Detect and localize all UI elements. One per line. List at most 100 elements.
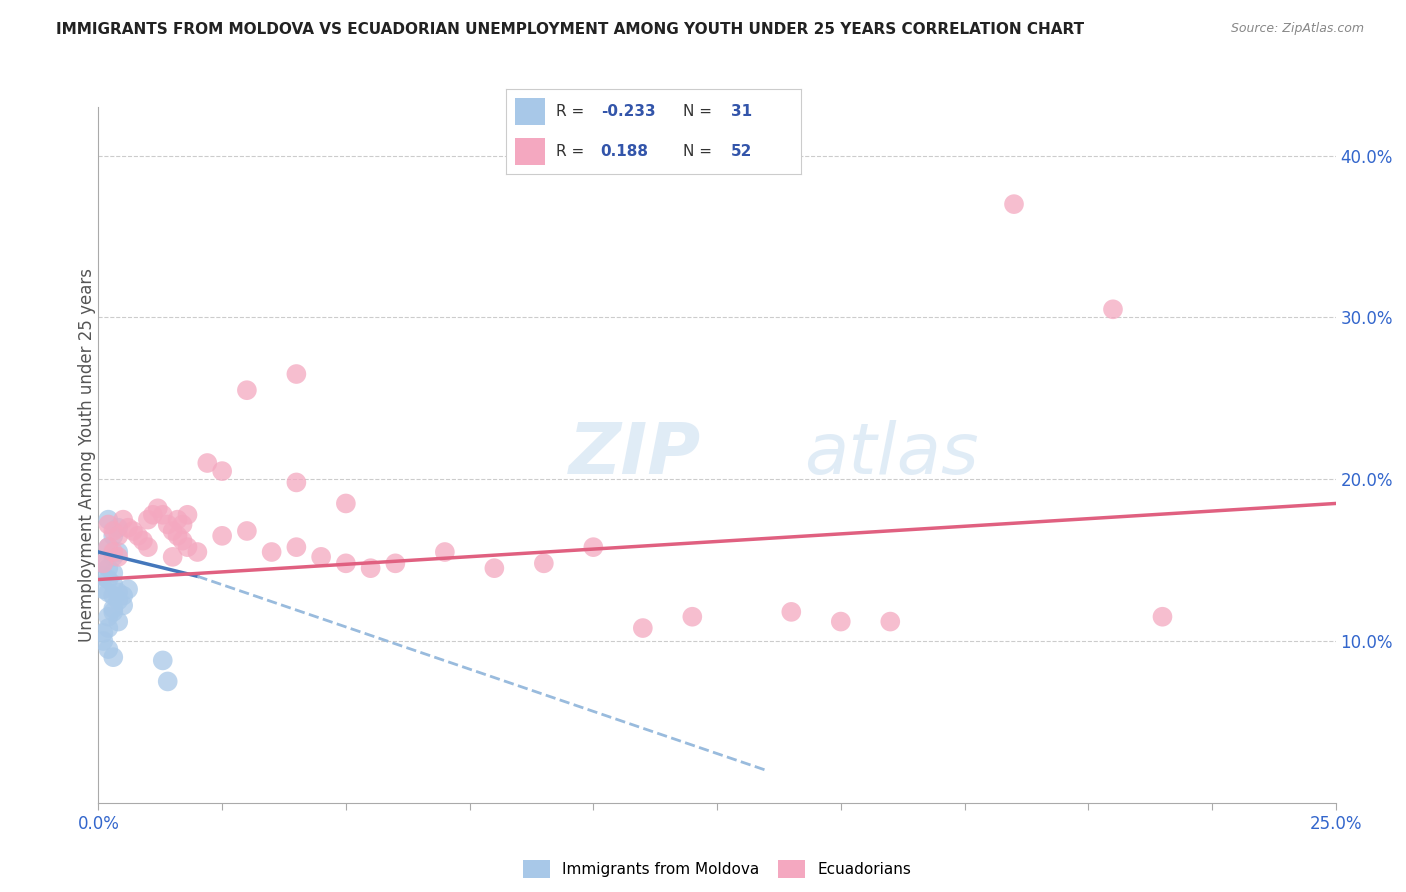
Point — [97, 621, 120, 635]
Legend: Immigrants from Moldova, Ecuadorians: Immigrants from Moldova, Ecuadorians — [515, 853, 920, 886]
Point — [260, 545, 283, 559]
Point — [97, 609, 120, 624]
Point — [176, 540, 198, 554]
Point — [384, 557, 406, 571]
Point — [533, 557, 555, 571]
Point — [211, 464, 233, 478]
Point — [132, 533, 155, 548]
Point — [484, 561, 506, 575]
Point — [97, 540, 120, 554]
Point — [103, 589, 125, 603]
Text: -0.233: -0.233 — [600, 103, 655, 119]
Point — [285, 475, 308, 490]
Point — [152, 653, 174, 667]
Point — [186, 545, 208, 559]
Point — [1102, 302, 1125, 317]
Point — [433, 545, 456, 559]
Point — [195, 456, 218, 470]
Point — [211, 529, 233, 543]
Point — [112, 513, 135, 527]
Point — [107, 545, 129, 559]
Text: 31: 31 — [731, 103, 752, 119]
Text: N =: N = — [683, 103, 717, 119]
Point — [103, 524, 125, 538]
Point — [582, 540, 605, 554]
Point — [136, 540, 159, 554]
Point — [879, 615, 901, 629]
Text: IMMIGRANTS FROM MOLDOVA VS ECUADORIAN UNEMPLOYMENT AMONG YOUTH UNDER 25 YEARS CO: IMMIGRANTS FROM MOLDOVA VS ECUADORIAN UN… — [56, 22, 1084, 37]
Point — [176, 508, 198, 522]
Point — [166, 529, 188, 543]
Point — [107, 615, 129, 629]
Point — [360, 561, 382, 575]
Point — [103, 577, 125, 591]
Point — [112, 599, 135, 613]
Text: R =: R = — [557, 103, 589, 119]
Point — [309, 549, 332, 564]
Point — [103, 605, 125, 619]
Point — [236, 383, 259, 397]
Text: R =: R = — [557, 145, 589, 160]
Point — [152, 508, 174, 522]
Point — [172, 517, 194, 532]
Text: ZIP: ZIP — [568, 420, 700, 490]
Point — [136, 513, 159, 527]
Point — [97, 642, 120, 657]
Point — [162, 549, 184, 564]
Point — [97, 573, 120, 587]
Point — [172, 533, 194, 548]
Point — [97, 540, 120, 554]
Point — [142, 508, 165, 522]
Point — [93, 569, 115, 583]
Point — [93, 582, 115, 597]
Point — [780, 605, 803, 619]
Point — [97, 513, 120, 527]
Point — [107, 521, 129, 535]
FancyBboxPatch shape — [515, 138, 544, 165]
Point — [93, 626, 115, 640]
Point — [156, 674, 179, 689]
Point — [93, 557, 115, 571]
Point — [107, 529, 129, 543]
Point — [285, 540, 308, 554]
Point — [103, 529, 125, 543]
Point — [103, 601, 125, 615]
Point — [93, 557, 115, 571]
Point — [103, 545, 125, 559]
Text: 0.188: 0.188 — [600, 145, 648, 160]
Point — [830, 615, 852, 629]
FancyBboxPatch shape — [515, 98, 544, 125]
Point — [681, 609, 703, 624]
Point — [122, 524, 145, 538]
Point — [335, 557, 357, 571]
Point — [335, 496, 357, 510]
Point — [107, 593, 129, 607]
Text: Source: ZipAtlas.com: Source: ZipAtlas.com — [1230, 22, 1364, 36]
Point — [285, 367, 308, 381]
Point — [103, 549, 125, 564]
Point — [103, 566, 125, 580]
Point — [631, 621, 654, 635]
Point — [236, 524, 259, 538]
Text: atlas: atlas — [804, 420, 979, 490]
Point — [1002, 197, 1025, 211]
Point — [107, 549, 129, 564]
Point — [156, 517, 179, 532]
Point — [117, 582, 139, 597]
Point — [117, 521, 139, 535]
Point — [146, 501, 169, 516]
Point — [112, 589, 135, 603]
Text: 52: 52 — [731, 145, 752, 160]
Text: N =: N = — [683, 145, 717, 160]
Point — [166, 513, 188, 527]
Point — [97, 517, 120, 532]
Y-axis label: Unemployment Among Youth under 25 years: Unemployment Among Youth under 25 years — [79, 268, 96, 642]
Point — [1152, 609, 1174, 624]
Point — [93, 634, 115, 648]
Point — [97, 561, 120, 575]
Point — [107, 585, 129, 599]
Point — [127, 529, 149, 543]
Point — [97, 585, 120, 599]
Point — [103, 650, 125, 665]
Point — [162, 524, 184, 538]
